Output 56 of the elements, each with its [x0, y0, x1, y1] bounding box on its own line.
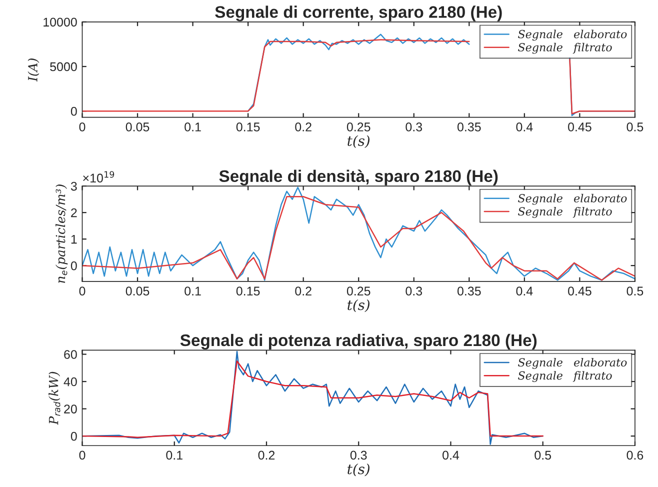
x-tick-label: 0.3: [350, 450, 367, 460]
x-tick-label: 0.25: [346, 286, 370, 296]
y-tick-label: 60: [64, 350, 77, 359]
x-tick-label: 0.2: [295, 286, 312, 296]
x-tick-label: 0.45: [568, 122, 592, 132]
x-axis-title: t(s): [348, 464, 370, 476]
y-axis-title: n$_{e}$(particles/m³): [56, 184, 68, 283]
x-axis-title: t(s): [348, 299, 370, 312]
x-tick-label: 0.1: [166, 450, 182, 460]
x-tick-label: 0.35: [457, 122, 481, 132]
y-tick-label: 40: [64, 377, 77, 386]
x-tick-label: 0: [79, 450, 86, 460]
chart-title: Segnale di densità, sparo 2180 (He): [219, 170, 498, 186]
x-tick-label: 0.2: [295, 122, 312, 132]
x-tick-label: 0.3: [406, 286, 422, 296]
x-tick-label: 0.3: [406, 122, 422, 132]
x-tick-label: 0.4: [442, 450, 460, 460]
y-axis-title: I(A): [28, 58, 40, 82]
x-tick-label: 0.4: [516, 286, 533, 296]
x-tick-label: 0: [79, 286, 86, 296]
x-tick-label: 0.4: [516, 122, 533, 132]
x-tick-label: 0.2: [258, 450, 275, 460]
text: ×10$^{19}$: [83, 171, 114, 183]
y-tick-label: 1: [71, 234, 77, 244]
x-tick-label: 0.5: [534, 450, 552, 460]
chart-title: Segnale di corrente, sparo 2180 (He): [215, 6, 502, 22]
x-tick-label: 0.35: [457, 286, 481, 296]
legend-label: Segnale filtrato: [518, 371, 612, 382]
series-label: Segnale filtrato: [518, 42, 612, 54]
x-tick-label: 0.45: [568, 286, 592, 296]
y-tick-label: 10000: [44, 18, 77, 27]
x-tick-label: 0.1: [184, 122, 201, 132]
x-tick-label: 0.25: [346, 122, 370, 132]
x-tick-label: 0.6: [626, 450, 644, 460]
y-tick-label: 2: [71, 208, 77, 218]
x-tick-label: 0.5: [626, 286, 644, 296]
x-tick-label: 0.1: [184, 286, 201, 296]
x-tick-label: 0.15: [236, 286, 260, 296]
x-tick-label: 0.5: [626, 122, 644, 132]
y-axis-title: P$_{rad}$(kW): [48, 372, 60, 425]
legend-label: Segnale elaborato: [518, 30, 627, 41]
y-tick-label: 5000: [50, 62, 77, 72]
chart-title: Segnale di potenza radiativa, sparo 2180 (He): [180, 334, 537, 350]
y-tick-label: 20: [64, 404, 77, 414]
x-tick-label: 0.05: [126, 286, 150, 296]
x-axis-title: t(s): [348, 135, 370, 148]
y-tick-label: 0: [70, 261, 77, 270]
legend-label: Segnale elaborato: [518, 194, 627, 205]
y-tick-label: 0: [70, 106, 77, 116]
x-tick-label: 0.15: [236, 122, 260, 132]
x-tick-label: 0.05: [126, 122, 150, 132]
legend-label: Segnale filtrato: [518, 206, 612, 218]
y-tick-label: 3: [70, 182, 77, 191]
legend-label: Segnale elaborato: [518, 358, 627, 369]
x-tick-label: 0: [79, 122, 86, 132]
y-tick-label: 0: [70, 432, 77, 441]
